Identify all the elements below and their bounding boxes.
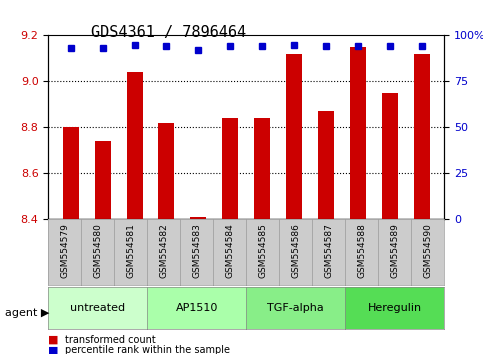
Text: GSM554579: GSM554579 (60, 223, 69, 278)
Text: GSM554581: GSM554581 (127, 223, 135, 278)
Bar (222, 118, 238, 219)
Text: GSM554583: GSM554583 (192, 223, 201, 278)
Bar (127, 72, 142, 219)
Text: untreated: untreated (70, 303, 126, 313)
Text: agent ▶: agent ▶ (5, 308, 49, 318)
Text: GSM554584: GSM554584 (226, 223, 234, 278)
Bar (414, 54, 430, 219)
Text: GSM554582: GSM554582 (159, 223, 168, 278)
Text: GDS4361 / 7896464: GDS4361 / 7896464 (91, 25, 247, 40)
Text: Heregulin: Heregulin (368, 303, 422, 313)
Bar (350, 47, 366, 219)
Text: percentile rank within the sample: percentile rank within the sample (65, 346, 230, 354)
Text: ■: ■ (48, 346, 59, 354)
Text: GSM554590: GSM554590 (424, 223, 432, 278)
Bar (95, 141, 111, 219)
Bar (382, 93, 398, 219)
Text: GSM554589: GSM554589 (390, 223, 399, 278)
Text: GSM554580: GSM554580 (93, 223, 102, 278)
Bar (190, 217, 206, 219)
Text: transformed count: transformed count (65, 335, 156, 345)
Text: AP1510: AP1510 (176, 303, 218, 313)
Text: GSM554588: GSM554588 (357, 223, 366, 278)
Bar (63, 127, 79, 219)
Bar (158, 123, 174, 219)
Text: TGF-alpha: TGF-alpha (268, 303, 324, 313)
Text: GSM554586: GSM554586 (291, 223, 300, 278)
Bar (318, 112, 334, 219)
Text: GSM554587: GSM554587 (325, 223, 333, 278)
Bar (255, 118, 270, 219)
Bar (286, 54, 302, 219)
Text: ■: ■ (48, 335, 59, 345)
Text: GSM554585: GSM554585 (258, 223, 267, 278)
